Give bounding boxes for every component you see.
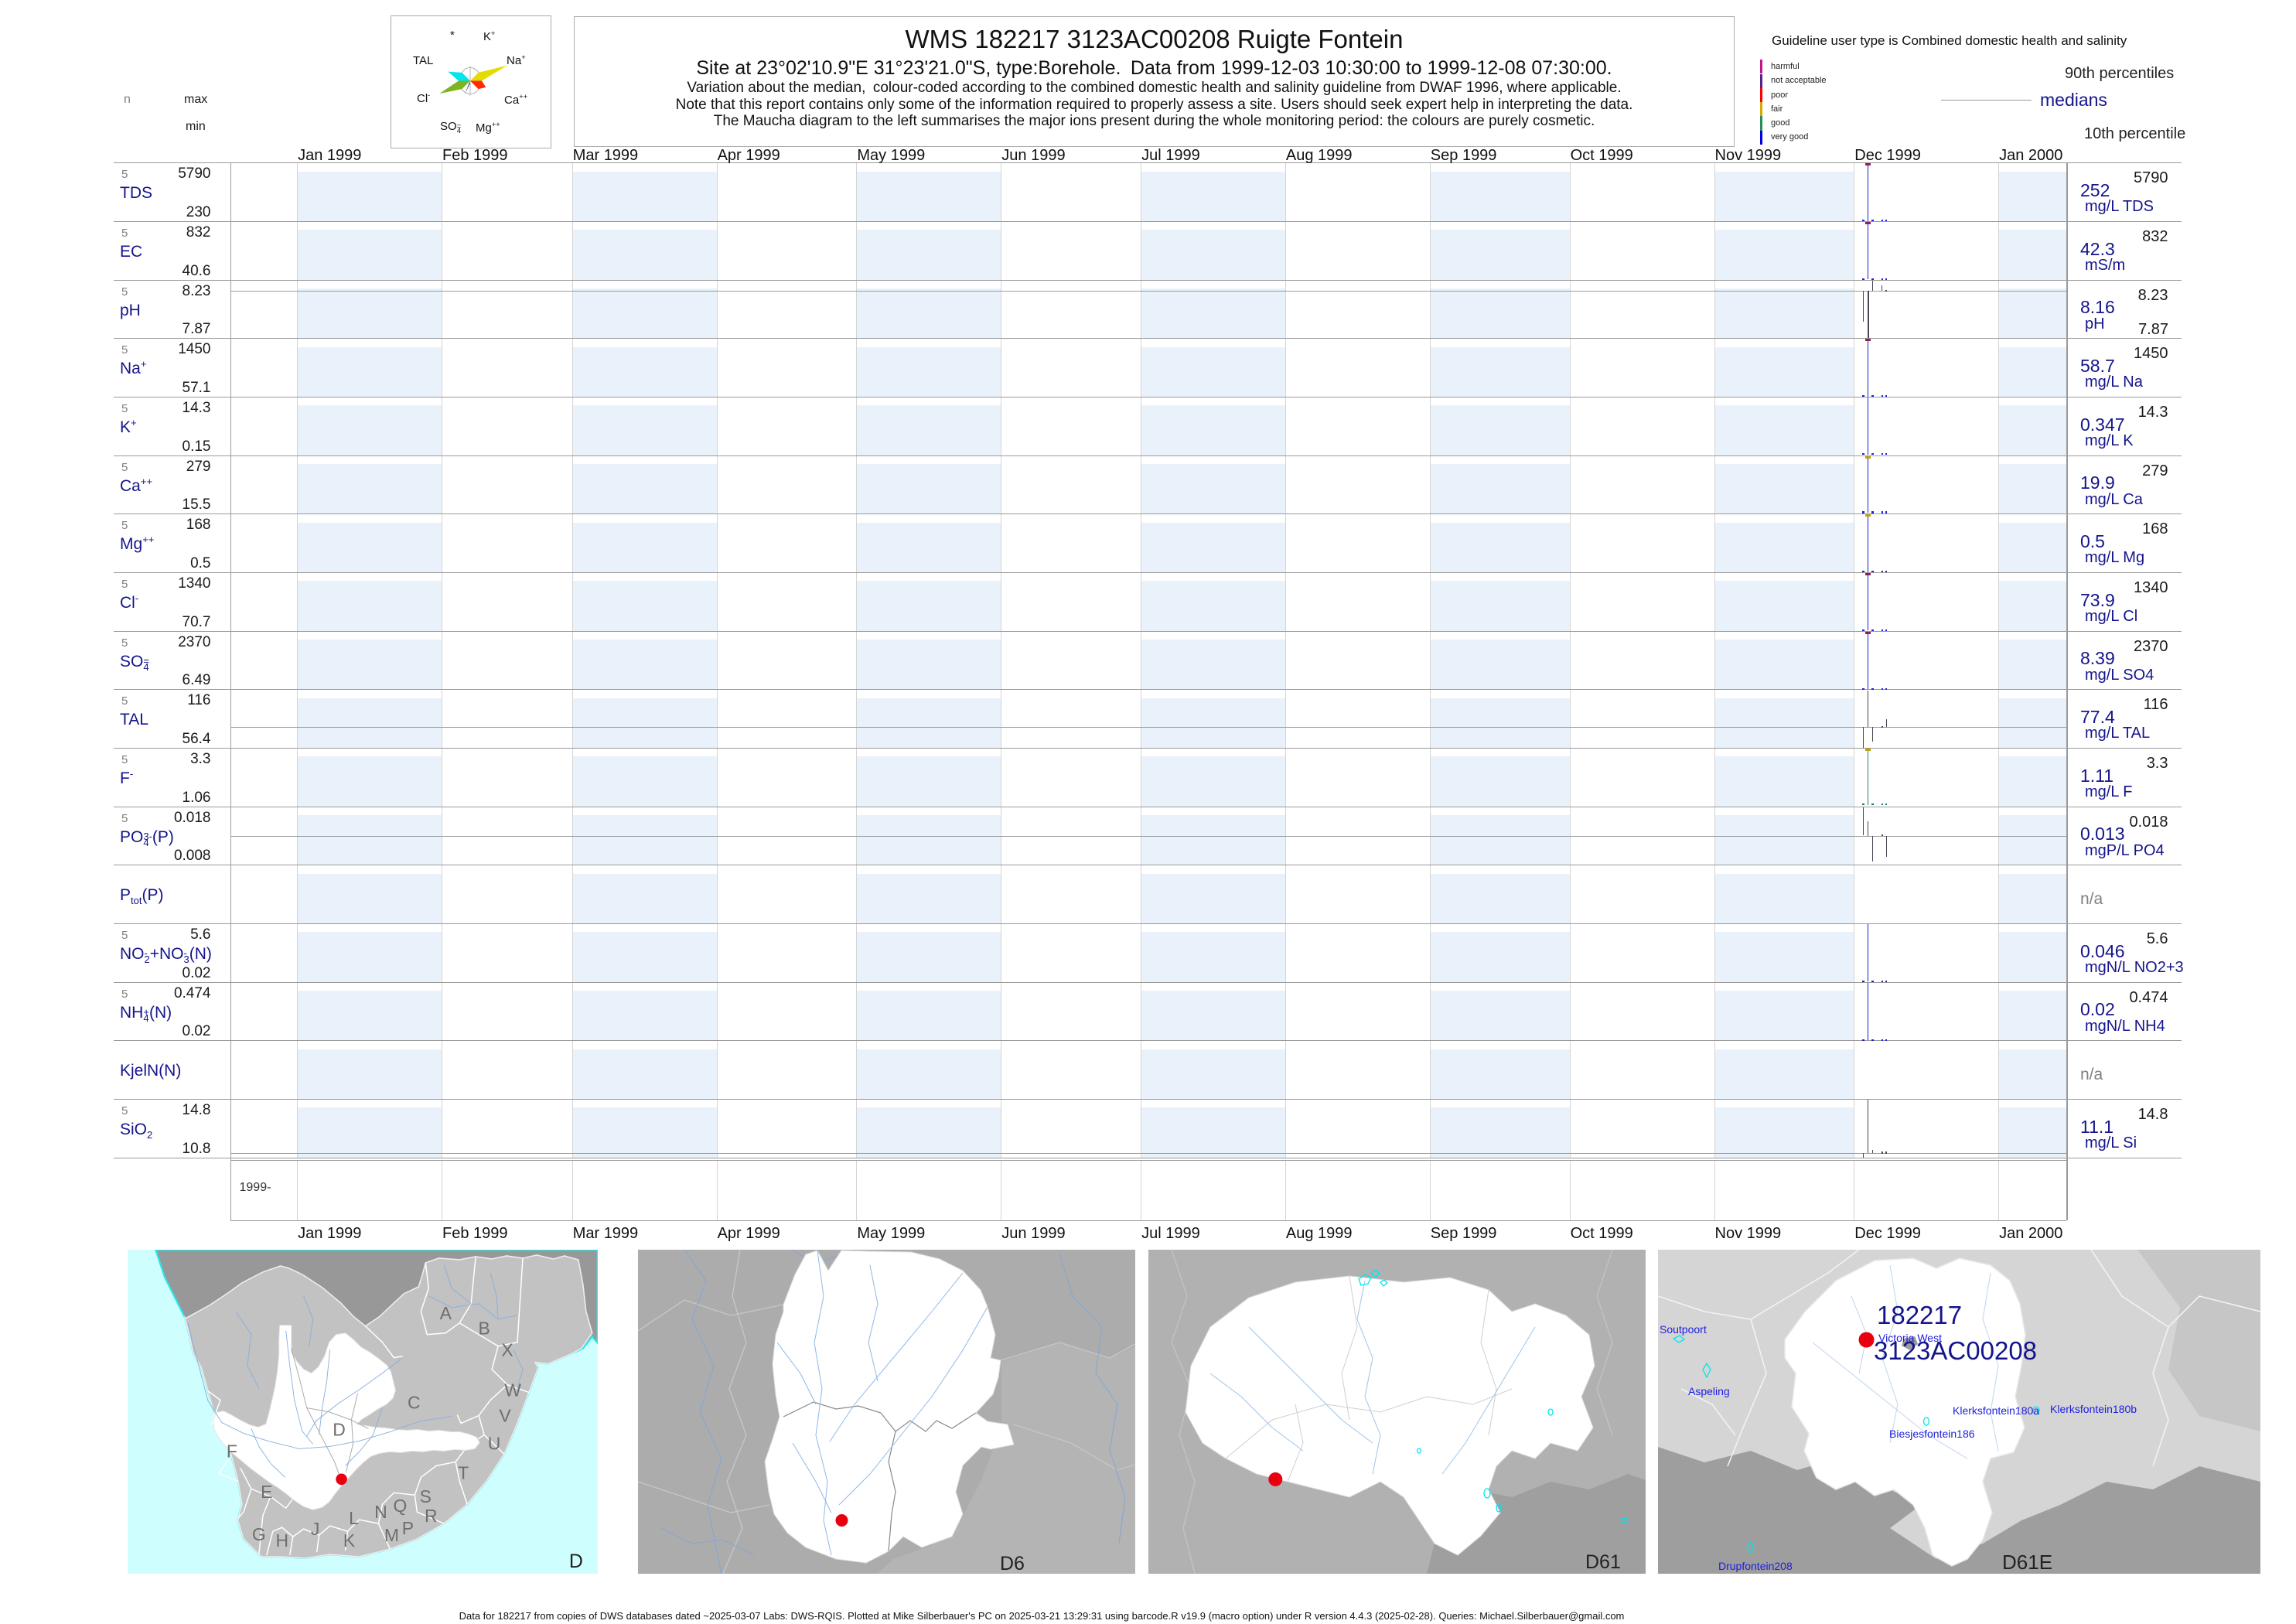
svg-text:A: A: [439, 1303, 452, 1323]
svg-text:Biesjesfontein186: Biesjesfontein186: [1889, 1428, 1975, 1440]
svg-text:Aspeling: Aspeling: [1688, 1385, 1730, 1397]
svg-text:J: J: [310, 1519, 319, 1539]
svg-text:Drupfontein208: Drupfontein208: [1718, 1560, 1793, 1572]
svg-text:D61E: D61E: [2002, 1551, 2052, 1574]
svg-text:P: P: [401, 1518, 413, 1538]
svg-text:M: M: [384, 1525, 398, 1545]
svg-text:D61: D61: [1585, 1551, 1621, 1573]
svg-text:182217: 182217: [1877, 1301, 1962, 1329]
svg-text:Klerksfontein180a: Klerksfontein180a: [1953, 1404, 2039, 1417]
svg-text:L: L: [349, 1508, 359, 1528]
svg-text:N: N: [374, 1502, 387, 1522]
svg-text:3123AC00208: 3123AC00208: [1874, 1336, 2037, 1365]
svg-text:T: T: [458, 1462, 469, 1482]
svg-text:D6: D6: [1000, 1553, 1025, 1574]
svg-text:F: F: [226, 1441, 237, 1461]
svg-text:W: W: [504, 1380, 521, 1401]
svg-text:E: E: [261, 1482, 272, 1502]
svg-text:Klerksfontein180b: Klerksfontein180b: [2050, 1403, 2137, 1415]
svg-text:K: K: [343, 1530, 355, 1551]
svg-text:Q: Q: [393, 1496, 407, 1516]
svg-text:Soutpoort: Soutpoort: [1660, 1323, 1707, 1336]
svg-text:C: C: [408, 1393, 421, 1413]
svg-text:H: H: [275, 1530, 288, 1551]
svg-text:D: D: [333, 1419, 346, 1439]
svg-text:B: B: [478, 1319, 490, 1339]
svg-text:R: R: [425, 1506, 438, 1526]
svg-text:G: G: [251, 1524, 265, 1544]
svg-text:V: V: [499, 1405, 511, 1425]
svg-text:Victoria West: Victoria West: [1878, 1332, 1942, 1344]
svg-text:U: U: [487, 1433, 500, 1453]
svg-text:D: D: [568, 1551, 582, 1572]
svg-text:S: S: [419, 1486, 431, 1506]
svg-text:X: X: [501, 1340, 513, 1360]
